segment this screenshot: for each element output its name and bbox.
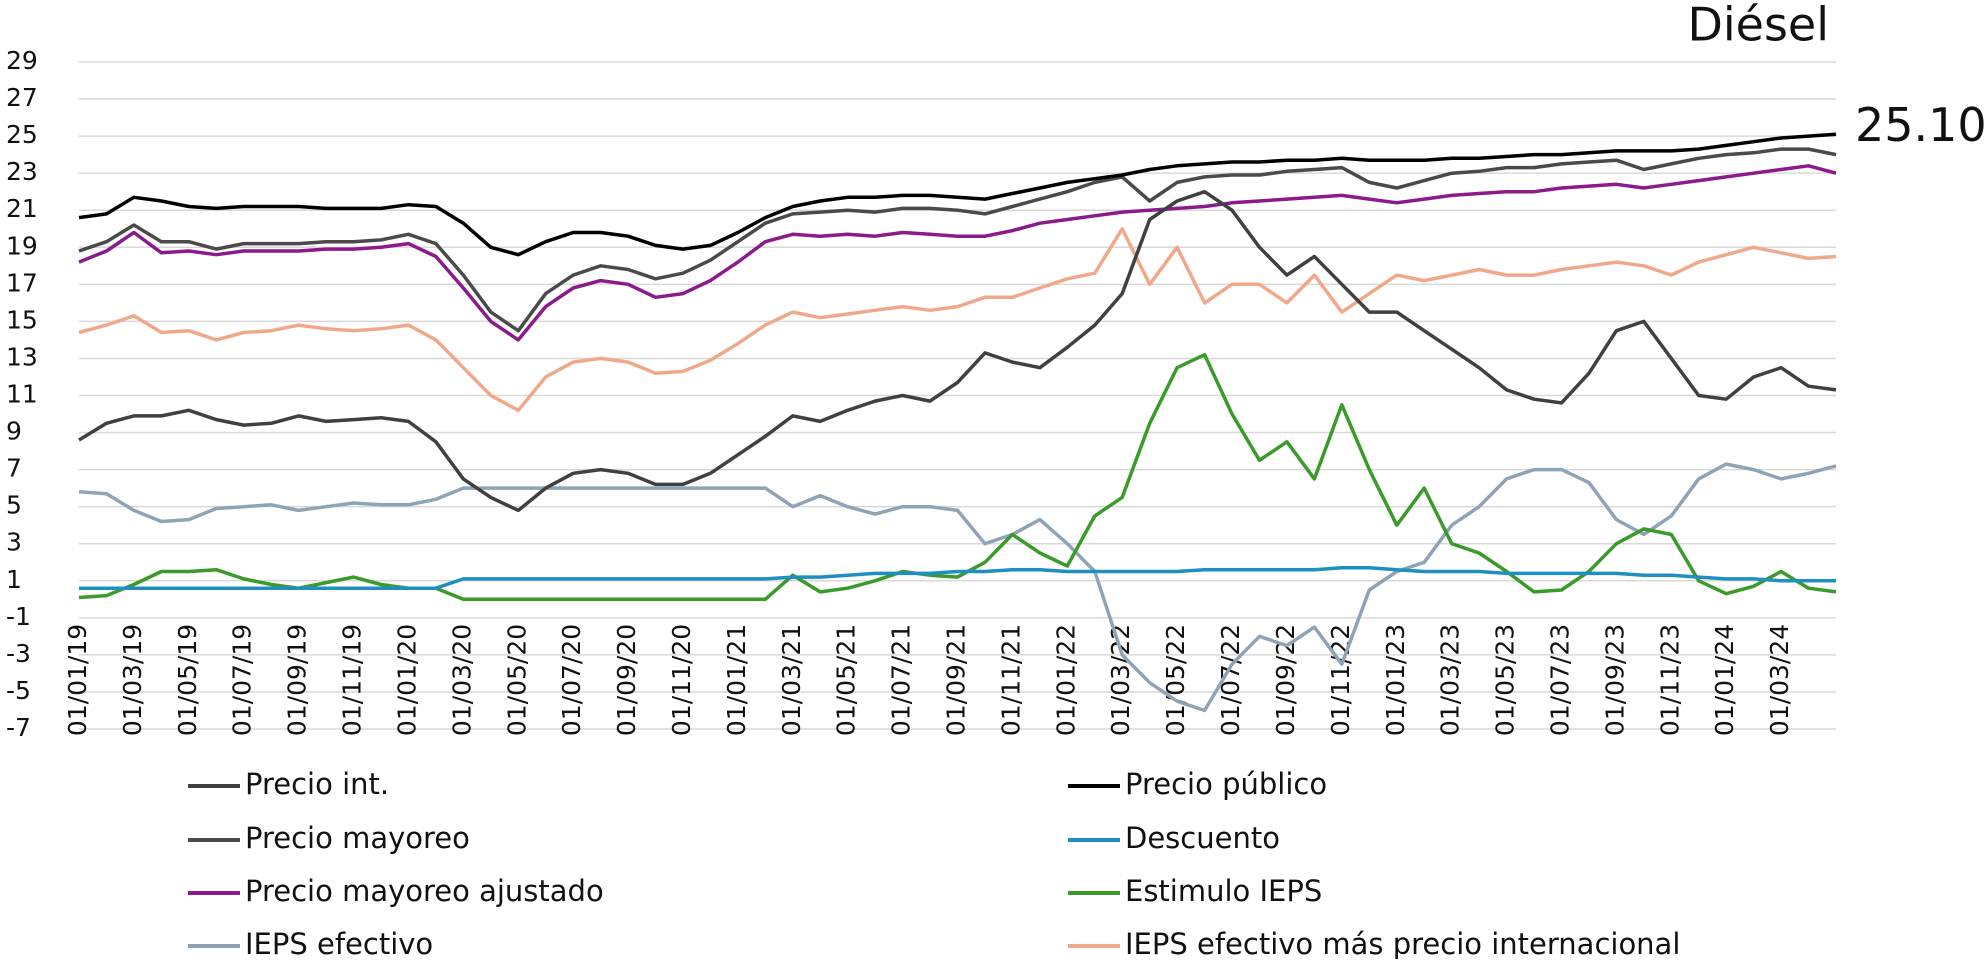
x-tick-label: 01/05/21 — [832, 624, 861, 736]
x-tick-label: 01/01/23 — [1381, 624, 1410, 736]
legend-label: Precio público — [1125, 767, 1327, 801]
x-tick-label: 01/07/23 — [1545, 624, 1574, 736]
x-tick-label: 01/01/24 — [1710, 624, 1739, 736]
x-tick-label: 01/07/22 — [1216, 624, 1245, 736]
series-line — [78, 462, 1837, 713]
x-tick-label: 01/11/19 — [338, 624, 367, 736]
series-line — [78, 132, 1837, 257]
x-tick-label: 01/03/19 — [118, 624, 147, 736]
legend-label: IEPS efectivo — [245, 927, 433, 959]
y-tick-label: 23 — [6, 157, 38, 186]
x-tick-label: 01/11/23 — [1655, 624, 1684, 736]
x-tick-label: 01/05/19 — [173, 624, 202, 736]
legend-label: Descuento — [1125, 821, 1280, 855]
x-tick-label: 01/03/20 — [447, 624, 476, 736]
x-tick-label: 01/03/24 — [1765, 624, 1794, 736]
x-tick-label: 01/01/21 — [722, 624, 751, 736]
x-tick-label: 01/05/20 — [502, 624, 531, 736]
x-tick-label: 01/11/20 — [667, 624, 696, 736]
y-tick-label: -1 — [6, 602, 31, 631]
x-tick-label: 01/09/19 — [283, 624, 312, 736]
y-tick-label: 19 — [6, 231, 38, 260]
x-tick-label: 01/07/21 — [887, 624, 916, 736]
x-tick-label: 01/05/22 — [1161, 624, 1190, 736]
x-tick-label: 01/03/21 — [777, 624, 806, 736]
x-tick-label: 01/09/23 — [1600, 624, 1629, 736]
x-tick-label: 01/07/19 — [228, 624, 257, 736]
x-tick-label: 01/09/21 — [942, 624, 971, 736]
y-tick-label: 3 — [6, 528, 22, 557]
chart-title: Diésel — [1687, 0, 1829, 52]
series-line — [78, 189, 1837, 513]
legend-label: Precio int. — [245, 767, 389, 801]
plot-lines — [78, 132, 1837, 713]
x-tick-label: 01/01/20 — [392, 624, 421, 736]
x-tick-label: 01/11/21 — [996, 624, 1025, 736]
x-tick-label: 01/05/23 — [1491, 624, 1520, 736]
legend-label: IEPS efectivo más precio internacional — [1125, 927, 1680, 959]
x-tick-label: 01/03/22 — [1106, 624, 1135, 736]
x-tick-label: 01/01/22 — [1051, 624, 1080, 736]
y-tick-label: -5 — [6, 676, 31, 705]
y-tick-label: -7 — [6, 713, 31, 742]
y-tick-label: 1 — [6, 565, 22, 594]
legend: Precio int. Precio público Precio mayoreo D… — [188, 767, 1680, 961]
y-tick-label: 15 — [6, 305, 38, 334]
series-line — [79, 566, 1836, 590]
y-tick-label: 5 — [6, 491, 22, 520]
legend-label: Precio mayoreo ajustado — [245, 874, 604, 908]
y-tick-label: 13 — [6, 342, 38, 371]
y-tick-label: 29 — [6, 46, 38, 75]
series-line — [78, 352, 1837, 602]
grid: -7-5-3-1135791113151719212325272901/01/1… — [6, 46, 1836, 742]
y-tick-label: 11 — [6, 380, 38, 409]
y-tick-label: 25 — [6, 120, 38, 149]
legend-label: Precio mayoreo — [245, 821, 470, 855]
y-tick-label: 7 — [6, 454, 22, 483]
x-tick-label: 01/07/20 — [557, 624, 586, 736]
y-tick-label: 17 — [6, 268, 38, 297]
end-label: 25.10 — [1855, 98, 1985, 152]
y-tick-label: -3 — [6, 639, 31, 668]
series-line — [78, 227, 1837, 413]
y-tick-label: 9 — [6, 417, 22, 446]
x-tick-label: 01/03/23 — [1436, 624, 1465, 736]
series-line — [78, 147, 1837, 333]
y-tick-label: 21 — [6, 194, 38, 223]
y-tick-label: 27 — [6, 83, 38, 112]
x-tick-label: 01/09/20 — [612, 624, 641, 736]
legend-label: Estimulo IEPS — [1125, 874, 1322, 908]
x-tick-label: 01/01/19 — [63, 624, 92, 736]
series-line — [78, 164, 1837, 342]
